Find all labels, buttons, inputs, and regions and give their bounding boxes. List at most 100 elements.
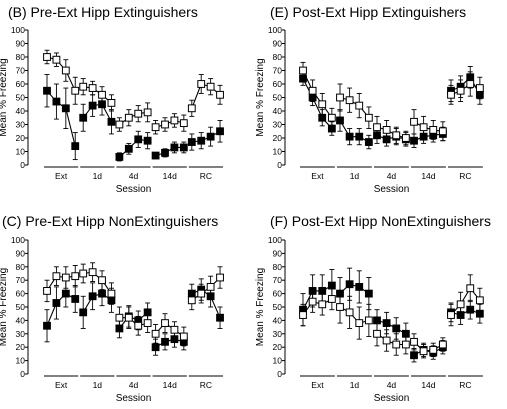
filled-square-point [197, 136, 206, 145]
open-square-point [161, 319, 169, 327]
series-line [302, 285, 333, 310]
open-square-point [355, 319, 364, 327]
open-square-point [124, 113, 133, 122]
y-tick-label: 70 [273, 66, 283, 76]
filled-square-point [124, 144, 133, 153]
y-axis-label: Mean % Freezing [255, 268, 266, 346]
open-square-point [373, 123, 381, 132]
y-tick-label: 10 [273, 147, 283, 157]
panel-title: (F) Post-Ext Hipp NonExtinguishers [270, 213, 491, 229]
filled-square-point [355, 132, 364, 141]
filled-square-point [43, 321, 51, 330]
y-tick-label: 20 [16, 342, 26, 352]
y-tick-label: 20 [273, 133, 283, 143]
series-line [155, 146, 184, 157]
x-category-label: 14d [163, 171, 177, 181]
open-square-point [107, 289, 116, 298]
x-axis-label: Session [374, 184, 410, 195]
filled-square-point [52, 299, 61, 307]
y-tick-label: 60 [273, 289, 283, 299]
open-square-point [151, 329, 160, 338]
filled-square-point [134, 135, 143, 144]
y-tick-label: 30 [273, 329, 283, 339]
open-square-point [336, 93, 344, 102]
open-square-point [79, 269, 88, 278]
filled-square-point [79, 113, 88, 122]
open-square-point [327, 113, 336, 122]
open-square-point [71, 272, 80, 281]
open-square-point [466, 284, 475, 293]
series-line [339, 96, 370, 119]
open-square-point [447, 90, 455, 99]
y-tick-label: 50 [273, 93, 283, 103]
open-square-point [134, 321, 143, 330]
y-tick-label: 80 [273, 52, 283, 62]
filled-square-point [382, 319, 391, 327]
series-line [376, 333, 406, 346]
y-tick-label: 100 [11, 25, 25, 35]
open-square-point [364, 113, 373, 122]
filled-square-point [466, 305, 475, 314]
series-line [413, 346, 444, 356]
series-line [191, 277, 221, 301]
open-square-point [71, 86, 80, 95]
series-line [155, 322, 185, 337]
open-square-point [364, 316, 373, 325]
filled-square-point [206, 132, 215, 141]
x-category-label: 1d [350, 171, 360, 181]
open-square-point [419, 347, 428, 356]
open-square-point [206, 283, 215, 291]
y-tick-label: 90 [273, 39, 283, 49]
x-category-label: Ext [311, 380, 324, 390]
filled-square-point [392, 324, 401, 333]
open-square-point [456, 86, 465, 95]
open-square-point [61, 66, 70, 75]
x-category-label: Ext [311, 171, 324, 181]
open-square-point [115, 313, 124, 322]
chart-panel-2: (C) Pre-Ext Hipp NonExtinguishers 0 10 20 30… [0, 213, 224, 404]
x-category-label: 14d [421, 171, 435, 181]
y-tick-label: 100 [11, 235, 25, 245]
x-category-label: Ext [55, 380, 68, 390]
y-tick-label: 0 [20, 160, 25, 170]
open-square-point [52, 272, 61, 281]
open-square-point [429, 126, 438, 134]
filled-square-point [364, 138, 373, 146]
filled-square-point [179, 143, 188, 152]
open-square-point [52, 55, 61, 64]
series-line [191, 130, 221, 143]
filled-square-point [216, 127, 224, 136]
y-tick-label: 20 [16, 133, 26, 143]
open-square-point [373, 329, 381, 338]
y-tick-label: 80 [16, 52, 26, 62]
series-line [302, 78, 333, 129]
x-axis-label: Session [116, 393, 152, 404]
open-square-point [308, 297, 317, 306]
open-square-point [327, 295, 336, 303]
open-square-point [299, 311, 307, 319]
y-tick-label: 50 [16, 93, 26, 103]
y-tick-label: 40 [273, 315, 283, 325]
open-square-point [98, 276, 106, 285]
x-category-label: 4d [387, 171, 397, 181]
series-line [46, 56, 76, 92]
y-tick-label: 10 [273, 356, 283, 366]
series-line [82, 292, 112, 313]
chart-panel-3: (F) Post-Ext Hipp NonExtinguishers 0 10 20 3… [255, 213, 491, 404]
x-category-label: 1d [93, 171, 103, 181]
y-tick-label: 60 [273, 79, 283, 89]
open-square-point [429, 345, 438, 354]
series-line [302, 70, 333, 119]
y-tick-label: 70 [16, 275, 26, 285]
series-line [82, 103, 112, 123]
filled-square-point [71, 142, 80, 150]
y-tick-label: 0 [277, 160, 282, 170]
open-square-point [392, 131, 401, 140]
filled-square-point [336, 116, 344, 125]
x-category-label: RC [459, 171, 471, 181]
panel-title: (C) Pre-Ext Hipp NonExtinguishers [2, 213, 218, 229]
open-square-point [382, 126, 391, 134]
filled-square-point [88, 292, 97, 301]
y-tick-label: 0 [277, 369, 282, 379]
y-tick-label: 40 [16, 315, 26, 325]
